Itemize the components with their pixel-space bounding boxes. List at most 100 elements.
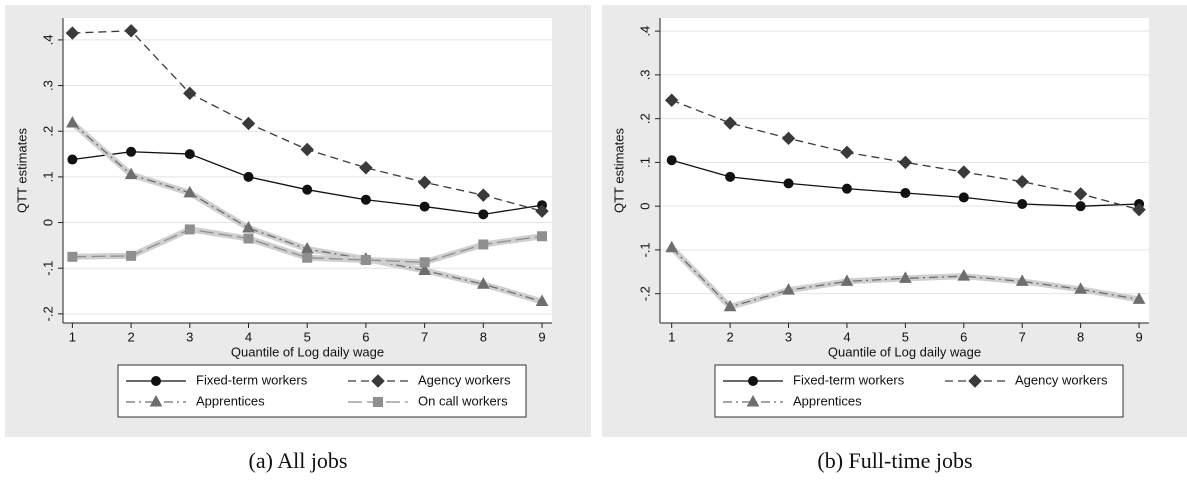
marker [781, 131, 796, 146]
marker [840, 145, 854, 160]
marker [898, 155, 913, 170]
marker [723, 116, 737, 130]
marker [184, 224, 195, 235]
marker [66, 115, 79, 128]
marker [1017, 198, 1028, 209]
marker [419, 257, 430, 268]
marker [958, 192, 969, 203]
marker [67, 251, 78, 262]
marker [241, 116, 256, 131]
x-tick-label: 4 [843, 329, 850, 344]
marker [1132, 202, 1146, 217]
y-tick-label: .4 [40, 34, 55, 45]
x-tick-label: 2 [127, 329, 134, 344]
marker [65, 26, 80, 40]
marker [1015, 174, 1029, 189]
x-axis-title: Quantile of Log daily wage [828, 344, 981, 359]
y-tick-label: -.2 [40, 306, 55, 321]
marker [184, 149, 195, 160]
y-tick-label: .2 [637, 113, 652, 124]
marker [725, 171, 736, 182]
marker [783, 178, 794, 189]
marker [537, 231, 548, 242]
legend-marker [746, 394, 760, 407]
y-tick-label: 0 [637, 203, 652, 210]
x-tick-label: 6 [960, 329, 967, 344]
marker [300, 142, 314, 157]
y-axis-title: QTT estimates [611, 128, 626, 214]
y-tick-label: -.1 [637, 242, 652, 257]
marker [302, 184, 313, 195]
y-tick-label: -.2 [637, 286, 652, 301]
marker [535, 294, 549, 307]
y-tick-label: 0 [40, 219, 55, 226]
marker [243, 233, 254, 244]
marker [840, 274, 854, 286]
marker [418, 263, 431, 275]
legend-marker [968, 374, 982, 388]
marker [1074, 282, 1087, 294]
x-axis-title: Quantile of Log daily wage [231, 344, 384, 359]
marker [126, 250, 137, 261]
x-tick-label: 3 [186, 329, 193, 344]
legend-label: Apprentices [196, 393, 265, 408]
marker [723, 299, 737, 312]
marker [666, 155, 677, 166]
x-tick-label: 5 [902, 329, 909, 344]
x-tick-label: 7 [421, 329, 428, 344]
marker [478, 239, 489, 250]
legend-label: On call workers [418, 393, 508, 408]
plot-area [660, 18, 1149, 323]
marker [243, 171, 254, 182]
legend-box [714, 364, 1124, 418]
y-tick-label: .3 [40, 80, 55, 91]
marker [360, 254, 371, 265]
marker [419, 201, 430, 212]
y-tick-label: .2 [40, 126, 55, 137]
marker [183, 86, 197, 101]
x-tick-label: 2 [726, 329, 733, 344]
x-tick-label: 8 [480, 329, 487, 344]
legend-marker [373, 397, 383, 407]
y-axis-title: QTT estimates [14, 128, 29, 214]
marker [665, 240, 679, 253]
y-tick-label: -.1 [40, 261, 55, 276]
marker [478, 209, 489, 220]
marker [1073, 187, 1088, 201]
marker [957, 165, 971, 179]
marker [535, 204, 549, 218]
x-tick-label: 9 [1135, 329, 1142, 344]
x-tick-label: 5 [304, 329, 311, 344]
legend-label: Agency workers [1015, 372, 1108, 387]
marker [302, 252, 313, 263]
legend-marker [748, 376, 758, 386]
marker [900, 188, 911, 199]
marker [1075, 201, 1086, 212]
marker [476, 277, 490, 289]
legend-marker [151, 376, 161, 386]
x-tick-label: 9 [538, 329, 545, 344]
legend-label: Agency workers [418, 372, 511, 387]
caption: (b) Full-time jobs [817, 448, 972, 473]
plot-area [63, 18, 552, 323]
legend-marker [149, 394, 163, 407]
y-tick-label: .1 [637, 157, 652, 168]
marker [782, 283, 795, 295]
y-tick-label: .1 [40, 171, 55, 182]
x-tick-label: 3 [785, 329, 792, 344]
y-tick-label: .4 [637, 26, 652, 37]
marker [476, 188, 491, 202]
marker [183, 185, 197, 198]
marker [1132, 292, 1146, 304]
legend-label: Fixed-term workers [793, 372, 905, 387]
marker [124, 24, 138, 38]
marker [899, 271, 912, 283]
x-tick-label: 1 [69, 329, 76, 344]
marker [1015, 274, 1029, 286]
series-line [671, 99, 1140, 211]
marker [126, 146, 137, 157]
x-tick-label: 7 [1019, 329, 1026, 344]
x-tick-label: 4 [245, 329, 252, 344]
